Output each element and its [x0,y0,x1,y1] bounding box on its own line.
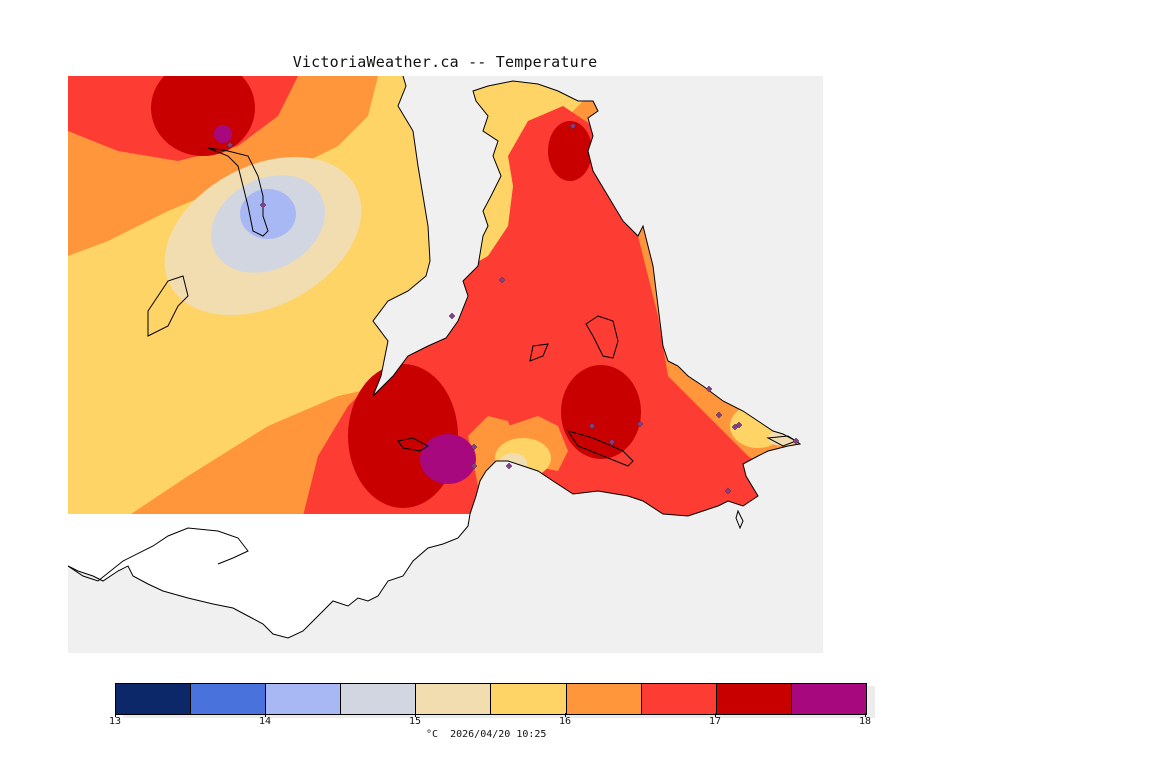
legend-swatch [791,684,866,714]
station-marker[interactable] [608,438,616,446]
caption-unit: °C [426,729,439,740]
legend-swatch [491,684,567,714]
uncontoured-land [68,514,470,638]
legend-tick-mark [565,713,566,717]
station-marker[interactable] [588,422,596,430]
legend-swatch [341,684,417,714]
legend-tick-label: 15 [408,716,422,727]
station-marker[interactable] [705,385,713,393]
station-marker[interactable] [792,437,800,445]
legend-swatch [566,684,642,714]
station-marker[interactable] [470,443,478,451]
station-marker[interactable] [505,462,513,470]
station-marker[interactable] [498,276,506,284]
legend-swatch [266,684,342,714]
legend-swatch [641,684,717,714]
temperature-map[interactable] [68,76,823,653]
legend-tick-label: 16 [558,716,572,727]
legend-tick-label: 14 [258,716,272,727]
legend-tick-mark [265,713,266,717]
legend-swatch [116,684,192,714]
station-markers[interactable] [226,122,800,495]
map-title: VictoriaWeather.ca -- Temperature [292,53,598,71]
color-scale-legend [115,683,867,715]
legend-tick-mark [865,713,866,717]
station-marker[interactable] [636,420,644,428]
legend-tick-label: 18 [858,716,872,727]
legend-swatch [716,684,792,714]
caption: °C 2026/04/20 10:25 [426,729,546,740]
station-marker[interactable] [470,462,478,470]
legend-tick-label: 17 [708,716,722,727]
station-marker[interactable] [448,312,456,320]
legend-tick-mark [115,713,116,717]
legend-tick-mark [715,713,716,717]
station-marker[interactable] [259,201,267,209]
caption-timestamp: 2026/04/20 10:25 [450,729,547,740]
station-marker[interactable] [724,487,732,495]
station-marker[interactable] [569,122,577,130]
legend-tick-mark [415,713,416,717]
legend-swatch [191,684,267,714]
station-marker[interactable] [226,141,234,149]
station-marker[interactable] [735,421,743,429]
legend-tick-label: 13 [108,716,122,727]
station-marker[interactable] [715,411,723,419]
legend-swatch [416,684,492,714]
coastline [68,76,802,639]
